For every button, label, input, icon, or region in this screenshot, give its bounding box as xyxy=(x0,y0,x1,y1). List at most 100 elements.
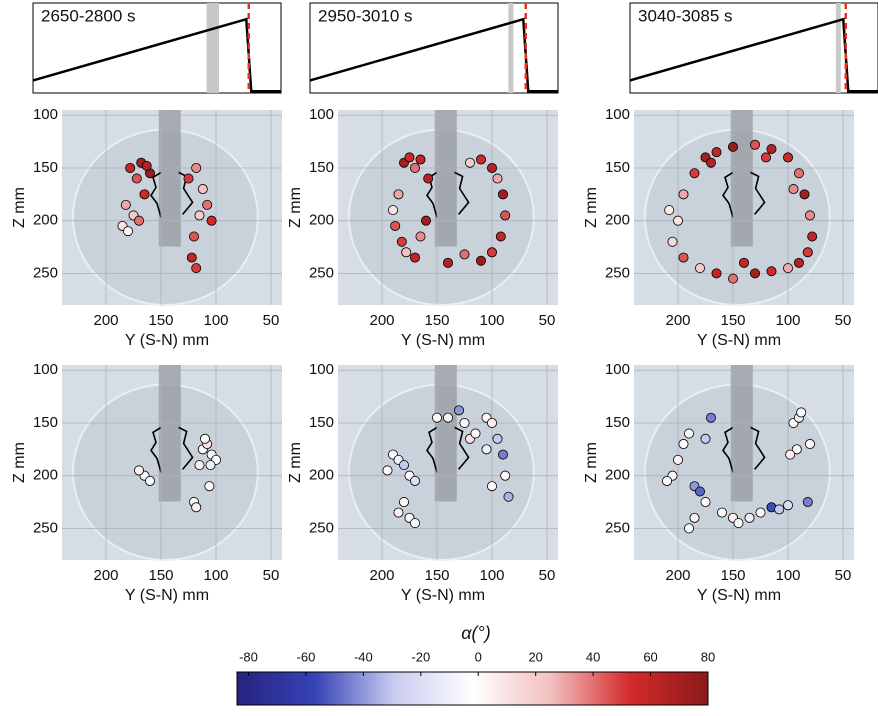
event-point xyxy=(794,168,805,179)
y-tick-label: 100 xyxy=(33,106,58,123)
inset-title: 2950-3010 s xyxy=(318,6,413,25)
colorbar-tick-label: -40 xyxy=(354,649,373,664)
event-point xyxy=(783,500,794,511)
event-point xyxy=(678,189,689,200)
x-tick-label: 100 xyxy=(479,312,504,329)
colorbar-tick-label: -60 xyxy=(297,649,316,664)
x-tick-label: 50 xyxy=(835,312,852,329)
event-point xyxy=(495,231,506,242)
x-tick-label: 50 xyxy=(263,567,280,584)
notch-outline xyxy=(150,171,194,218)
event-point xyxy=(191,162,202,173)
x-axis-label: Y (S-N) mm xyxy=(401,587,485,604)
event-point xyxy=(206,215,217,226)
y-tick-label: 250 xyxy=(605,519,630,536)
event-point xyxy=(486,162,497,173)
y-tick-label: 200 xyxy=(33,212,58,229)
event-point xyxy=(805,210,816,221)
y-tick-label: 100 xyxy=(309,106,334,123)
event-point xyxy=(409,162,420,173)
inset-frame xyxy=(32,2,282,94)
y-tick-label: 150 xyxy=(605,159,630,176)
event-point xyxy=(733,518,744,529)
x-tick-label: 150 xyxy=(424,312,449,329)
x-axis-label: Y (S-N) mm xyxy=(125,587,209,604)
event-point xyxy=(133,215,144,226)
inset-frame xyxy=(309,2,559,94)
event-point xyxy=(194,210,205,221)
panel: 200 150 100 50 100 150 200 250 Y (S-N) mm Z mm xyxy=(583,361,854,604)
x-tick-label: 50 xyxy=(835,567,852,584)
event-point xyxy=(783,263,794,274)
event-point xyxy=(398,460,409,471)
event-point xyxy=(706,157,717,168)
panel: 200 150 100 50 100 150 200 250 Y (S-N) mm Z mm xyxy=(11,361,282,604)
y-axis-label: Z mm xyxy=(11,187,28,228)
event-point xyxy=(673,215,684,226)
colorbar-label: α(°) xyxy=(461,623,490,643)
event-point xyxy=(409,475,420,486)
event-point xyxy=(805,439,816,450)
event-point xyxy=(728,141,739,152)
event-point xyxy=(464,157,475,168)
borehole xyxy=(158,365,181,502)
x-tick-label: 50 xyxy=(263,312,280,329)
event-point xyxy=(783,152,794,163)
y-tick-label: 250 xyxy=(309,519,334,536)
x-axis-label: Y (S-N) mm xyxy=(401,332,485,349)
event-point xyxy=(409,252,420,263)
event-point xyxy=(387,205,398,216)
notch-outline xyxy=(150,426,194,473)
x-axis-label: Y (S-N) mm xyxy=(697,332,781,349)
colorbar-tick-label: 0 xyxy=(475,649,482,664)
event-point xyxy=(497,449,508,460)
notch-outline xyxy=(722,171,766,218)
x-tick-label: 100 xyxy=(775,312,800,329)
event-point xyxy=(695,486,706,497)
y-tick-label: 200 xyxy=(309,212,334,229)
event-point xyxy=(475,255,486,266)
event-point xyxy=(382,465,393,476)
event-point xyxy=(700,497,711,508)
event-point xyxy=(415,154,426,165)
event-point xyxy=(794,257,805,268)
x-tick-label: 200 xyxy=(93,567,118,584)
colorbar-tick-label: -80 xyxy=(239,649,258,664)
event-point xyxy=(415,231,426,242)
event-point xyxy=(199,433,210,444)
event-point xyxy=(802,497,813,508)
event-point xyxy=(503,491,514,502)
event-point xyxy=(662,475,673,486)
y-tick-label: 100 xyxy=(33,361,58,378)
x-tick-label: 50 xyxy=(539,312,556,329)
y-tick-label: 150 xyxy=(33,159,58,176)
event-point xyxy=(390,220,401,231)
event-point xyxy=(194,460,205,471)
event-point xyxy=(802,247,813,258)
y-tick-label: 150 xyxy=(309,159,334,176)
panel: 200 150 100 50 100 150 200 250 Y (S-N) mm Z mm xyxy=(583,106,854,349)
event-point xyxy=(141,160,152,171)
y-axis-label: Z mm xyxy=(583,442,600,483)
event-point xyxy=(139,189,150,200)
event-point xyxy=(453,405,464,416)
y-axis-label: Z mm xyxy=(583,187,600,228)
y-tick-label: 250 xyxy=(33,519,58,536)
y-tick-label: 250 xyxy=(309,264,334,281)
panel: 200 150 100 50 100 150 200 250 Y (S-N) mm Z mm xyxy=(287,106,558,349)
colorbar-tick-label: 60 xyxy=(643,649,657,664)
event-point xyxy=(711,268,722,279)
event-point xyxy=(791,444,802,455)
event-point xyxy=(186,252,197,263)
event-point xyxy=(423,173,434,184)
event-point xyxy=(728,273,739,284)
colorbar-tick-label: 20 xyxy=(528,649,542,664)
event-point xyxy=(684,523,695,534)
event-point xyxy=(766,143,777,154)
y-tick-label: 200 xyxy=(309,467,334,484)
event-point xyxy=(205,460,216,471)
event-point xyxy=(766,266,777,277)
event-point xyxy=(788,184,799,195)
event-point xyxy=(739,257,750,268)
event-point xyxy=(409,518,420,529)
